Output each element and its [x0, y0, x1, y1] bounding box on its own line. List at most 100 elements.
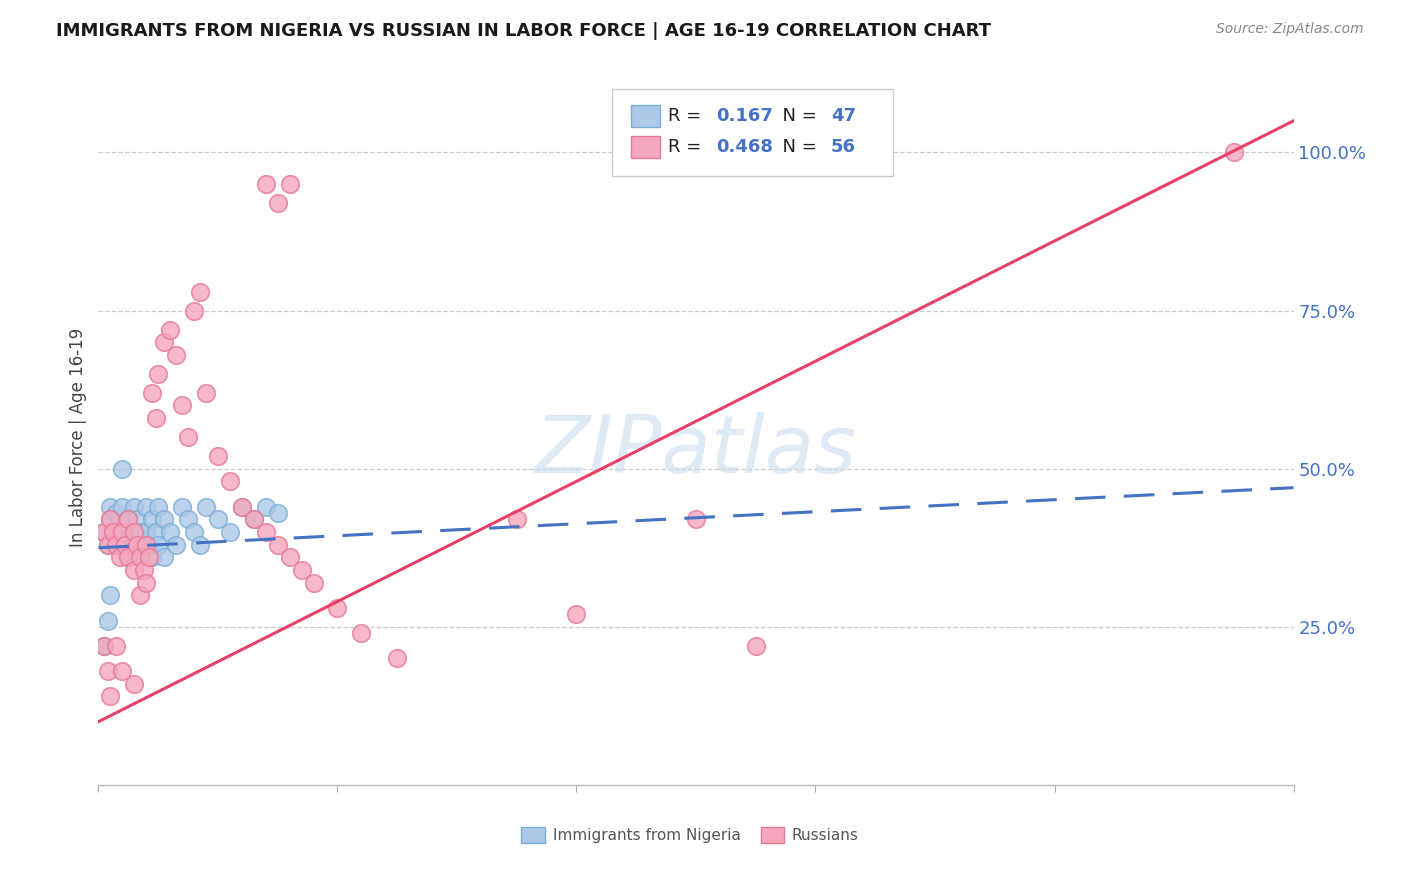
Point — [135, 538, 157, 552]
Point — [111, 461, 134, 475]
Point — [153, 550, 176, 565]
FancyBboxPatch shape — [631, 104, 661, 127]
FancyBboxPatch shape — [613, 89, 893, 177]
Point — [165, 538, 187, 552]
Text: Immigrants from Nigeria: Immigrants from Nigeria — [553, 828, 741, 843]
Point — [254, 177, 277, 191]
Point — [231, 500, 253, 514]
Point — [129, 524, 152, 539]
Point — [159, 524, 181, 539]
Point — [98, 500, 122, 514]
Point — [177, 512, 200, 526]
Point — [124, 524, 146, 539]
Point — [135, 524, 157, 539]
Text: IMMIGRANTS FROM NIGERIA VS RUSSIAN IN LABOR FORCE | AGE 16-19 CORRELATION CHART: IMMIGRANTS FROM NIGERIA VS RUSSIAN IN LA… — [56, 22, 991, 40]
Point — [111, 500, 134, 514]
Point — [98, 512, 122, 526]
Point — [117, 512, 139, 526]
Point — [114, 538, 136, 552]
Point — [195, 500, 218, 514]
Point — [326, 600, 349, 615]
Point — [159, 322, 181, 336]
Point — [93, 524, 115, 539]
Point — [93, 639, 115, 653]
Point — [267, 196, 290, 211]
Text: R =: R = — [668, 138, 707, 156]
Point — [267, 538, 290, 552]
Point — [267, 506, 290, 520]
Text: N =: N = — [772, 107, 823, 125]
Text: ZIPatlas: ZIPatlas — [534, 412, 858, 490]
Point — [111, 664, 134, 678]
Point — [129, 550, 152, 565]
Point — [141, 385, 163, 400]
Point — [183, 303, 205, 318]
Point — [231, 500, 253, 514]
Point — [97, 538, 120, 552]
Point — [135, 500, 157, 514]
Point — [177, 430, 200, 444]
Point — [125, 512, 148, 526]
Point — [132, 563, 155, 577]
Point — [565, 607, 588, 622]
Point — [172, 399, 194, 413]
Point — [243, 512, 266, 526]
Point — [117, 550, 139, 565]
Point — [195, 385, 218, 400]
Point — [1223, 145, 1246, 160]
Point — [111, 524, 134, 539]
Point — [121, 524, 143, 539]
Point — [93, 524, 115, 539]
Point — [207, 449, 229, 463]
Point — [129, 588, 152, 602]
Text: 56: 56 — [831, 138, 856, 156]
Point — [97, 538, 120, 552]
Point — [278, 177, 301, 191]
Point — [188, 538, 211, 552]
Point — [108, 512, 131, 526]
Point — [124, 500, 146, 514]
Point — [129, 550, 152, 565]
Point — [350, 626, 373, 640]
Point — [172, 500, 194, 514]
Text: 0.468: 0.468 — [716, 138, 773, 156]
Text: 0.167: 0.167 — [716, 107, 773, 125]
Point — [97, 614, 120, 628]
Point — [745, 639, 768, 653]
Point — [183, 524, 205, 539]
Text: N =: N = — [772, 138, 823, 156]
Point — [685, 512, 707, 526]
Point — [111, 524, 134, 539]
Point — [291, 563, 314, 577]
Point — [98, 588, 122, 602]
Text: Source: ZipAtlas.com: Source: ZipAtlas.com — [1216, 22, 1364, 37]
Point — [105, 639, 128, 653]
Text: Russians: Russians — [792, 828, 859, 843]
Point — [125, 538, 148, 552]
Point — [138, 550, 160, 565]
Point — [219, 475, 242, 489]
Point — [101, 524, 124, 539]
Point — [117, 512, 139, 526]
FancyBboxPatch shape — [761, 827, 785, 844]
Text: R =: R = — [668, 107, 707, 125]
Point — [219, 524, 242, 539]
Point — [188, 285, 211, 299]
Point — [153, 335, 176, 350]
Point — [105, 538, 128, 552]
Point — [132, 538, 155, 552]
Point — [135, 575, 157, 590]
Point — [141, 550, 163, 565]
FancyBboxPatch shape — [631, 136, 661, 158]
Point — [124, 538, 146, 552]
Point — [385, 651, 409, 665]
Point — [93, 639, 115, 653]
Point — [145, 411, 167, 425]
Point — [254, 500, 277, 514]
Point — [101, 524, 124, 539]
Point — [506, 512, 529, 526]
Point — [97, 664, 120, 678]
Point — [243, 512, 266, 526]
Point — [148, 538, 170, 552]
Point — [148, 500, 170, 514]
